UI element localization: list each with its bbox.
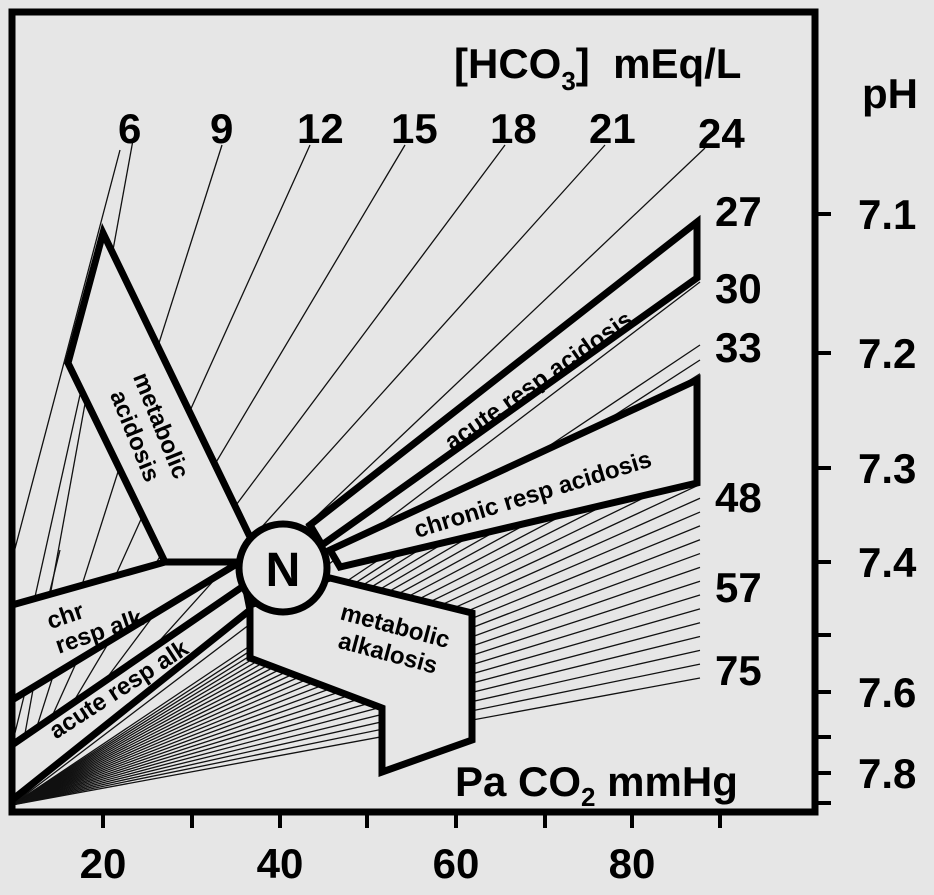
- x-axis-labels: 20 40 60 80: [80, 840, 656, 887]
- isopleth-line: [12, 649, 701, 806]
- hco3-label-21: 21: [589, 105, 636, 152]
- normal-label: N: [266, 544, 301, 597]
- axis-ticks: [101, 212, 831, 828]
- hco3-label-18: 18: [490, 105, 537, 152]
- hco3-label-12: 12: [297, 105, 344, 152]
- hco3-label-30: 30: [715, 265, 762, 312]
- hco3-axis-title: [HCO3] mEq/L: [454, 40, 741, 96]
- hco3-label-6: 6: [118, 105, 141, 152]
- isopleth-line: [12, 344, 701, 806]
- ph-label-7-2: 7.2: [858, 330, 916, 377]
- hco3-label-33: 33: [715, 324, 762, 371]
- ph-label-7-8: 7.8: [858, 750, 916, 797]
- hco3-label-48: 48: [715, 474, 762, 521]
- ph-label-7-1: 7.1: [858, 191, 916, 238]
- isopleth-line: [12, 608, 701, 806]
- ph-label-7-3: 7.3: [858, 445, 916, 492]
- paco2-axis-title: Pa CO2 mmHg: [455, 758, 738, 812]
- normal-circle: [235, 520, 331, 616]
- x-label-20: 20: [80, 840, 127, 887]
- metabolic-alkalosis-region: [246, 574, 476, 777]
- hco3-label-27: 27: [715, 188, 762, 235]
- hco3-label-57: 57: [715, 564, 762, 611]
- isopleth-line: [12, 663, 701, 806]
- isopleth-line: [12, 622, 701, 806]
- ph-label-7-4: 7.4: [858, 539, 917, 586]
- hco3-label-15: 15: [391, 105, 438, 152]
- hco3-label-24: 24: [698, 110, 745, 157]
- isopleth-line: [12, 144, 223, 806]
- plot-frame: [8, 8, 819, 816]
- isopleth-line: [12, 635, 701, 806]
- x-label-80: 80: [609, 840, 656, 887]
- x-label-60: 60: [433, 840, 480, 887]
- ph-label-7-6: 7.6: [858, 669, 916, 716]
- regions: [8, 214, 701, 808]
- ph-axis-title: pH: [862, 70, 918, 117]
- isopleth-line: [12, 677, 701, 806]
- x-label-40: 40: [257, 840, 304, 887]
- isopleth-line: [12, 149, 121, 561]
- hco3-labels: 6 9 12 15 18 21 24 27 30 33 48 57 75: [118, 105, 762, 694]
- hco3-label-75: 75: [715, 647, 762, 694]
- hco3-label-9: 9: [210, 105, 233, 152]
- chronic-resp-acidosis-region: [325, 374, 701, 571]
- ph-labels: 7.1 7.2 7.3 7.4 7.6 7.8: [858, 191, 917, 797]
